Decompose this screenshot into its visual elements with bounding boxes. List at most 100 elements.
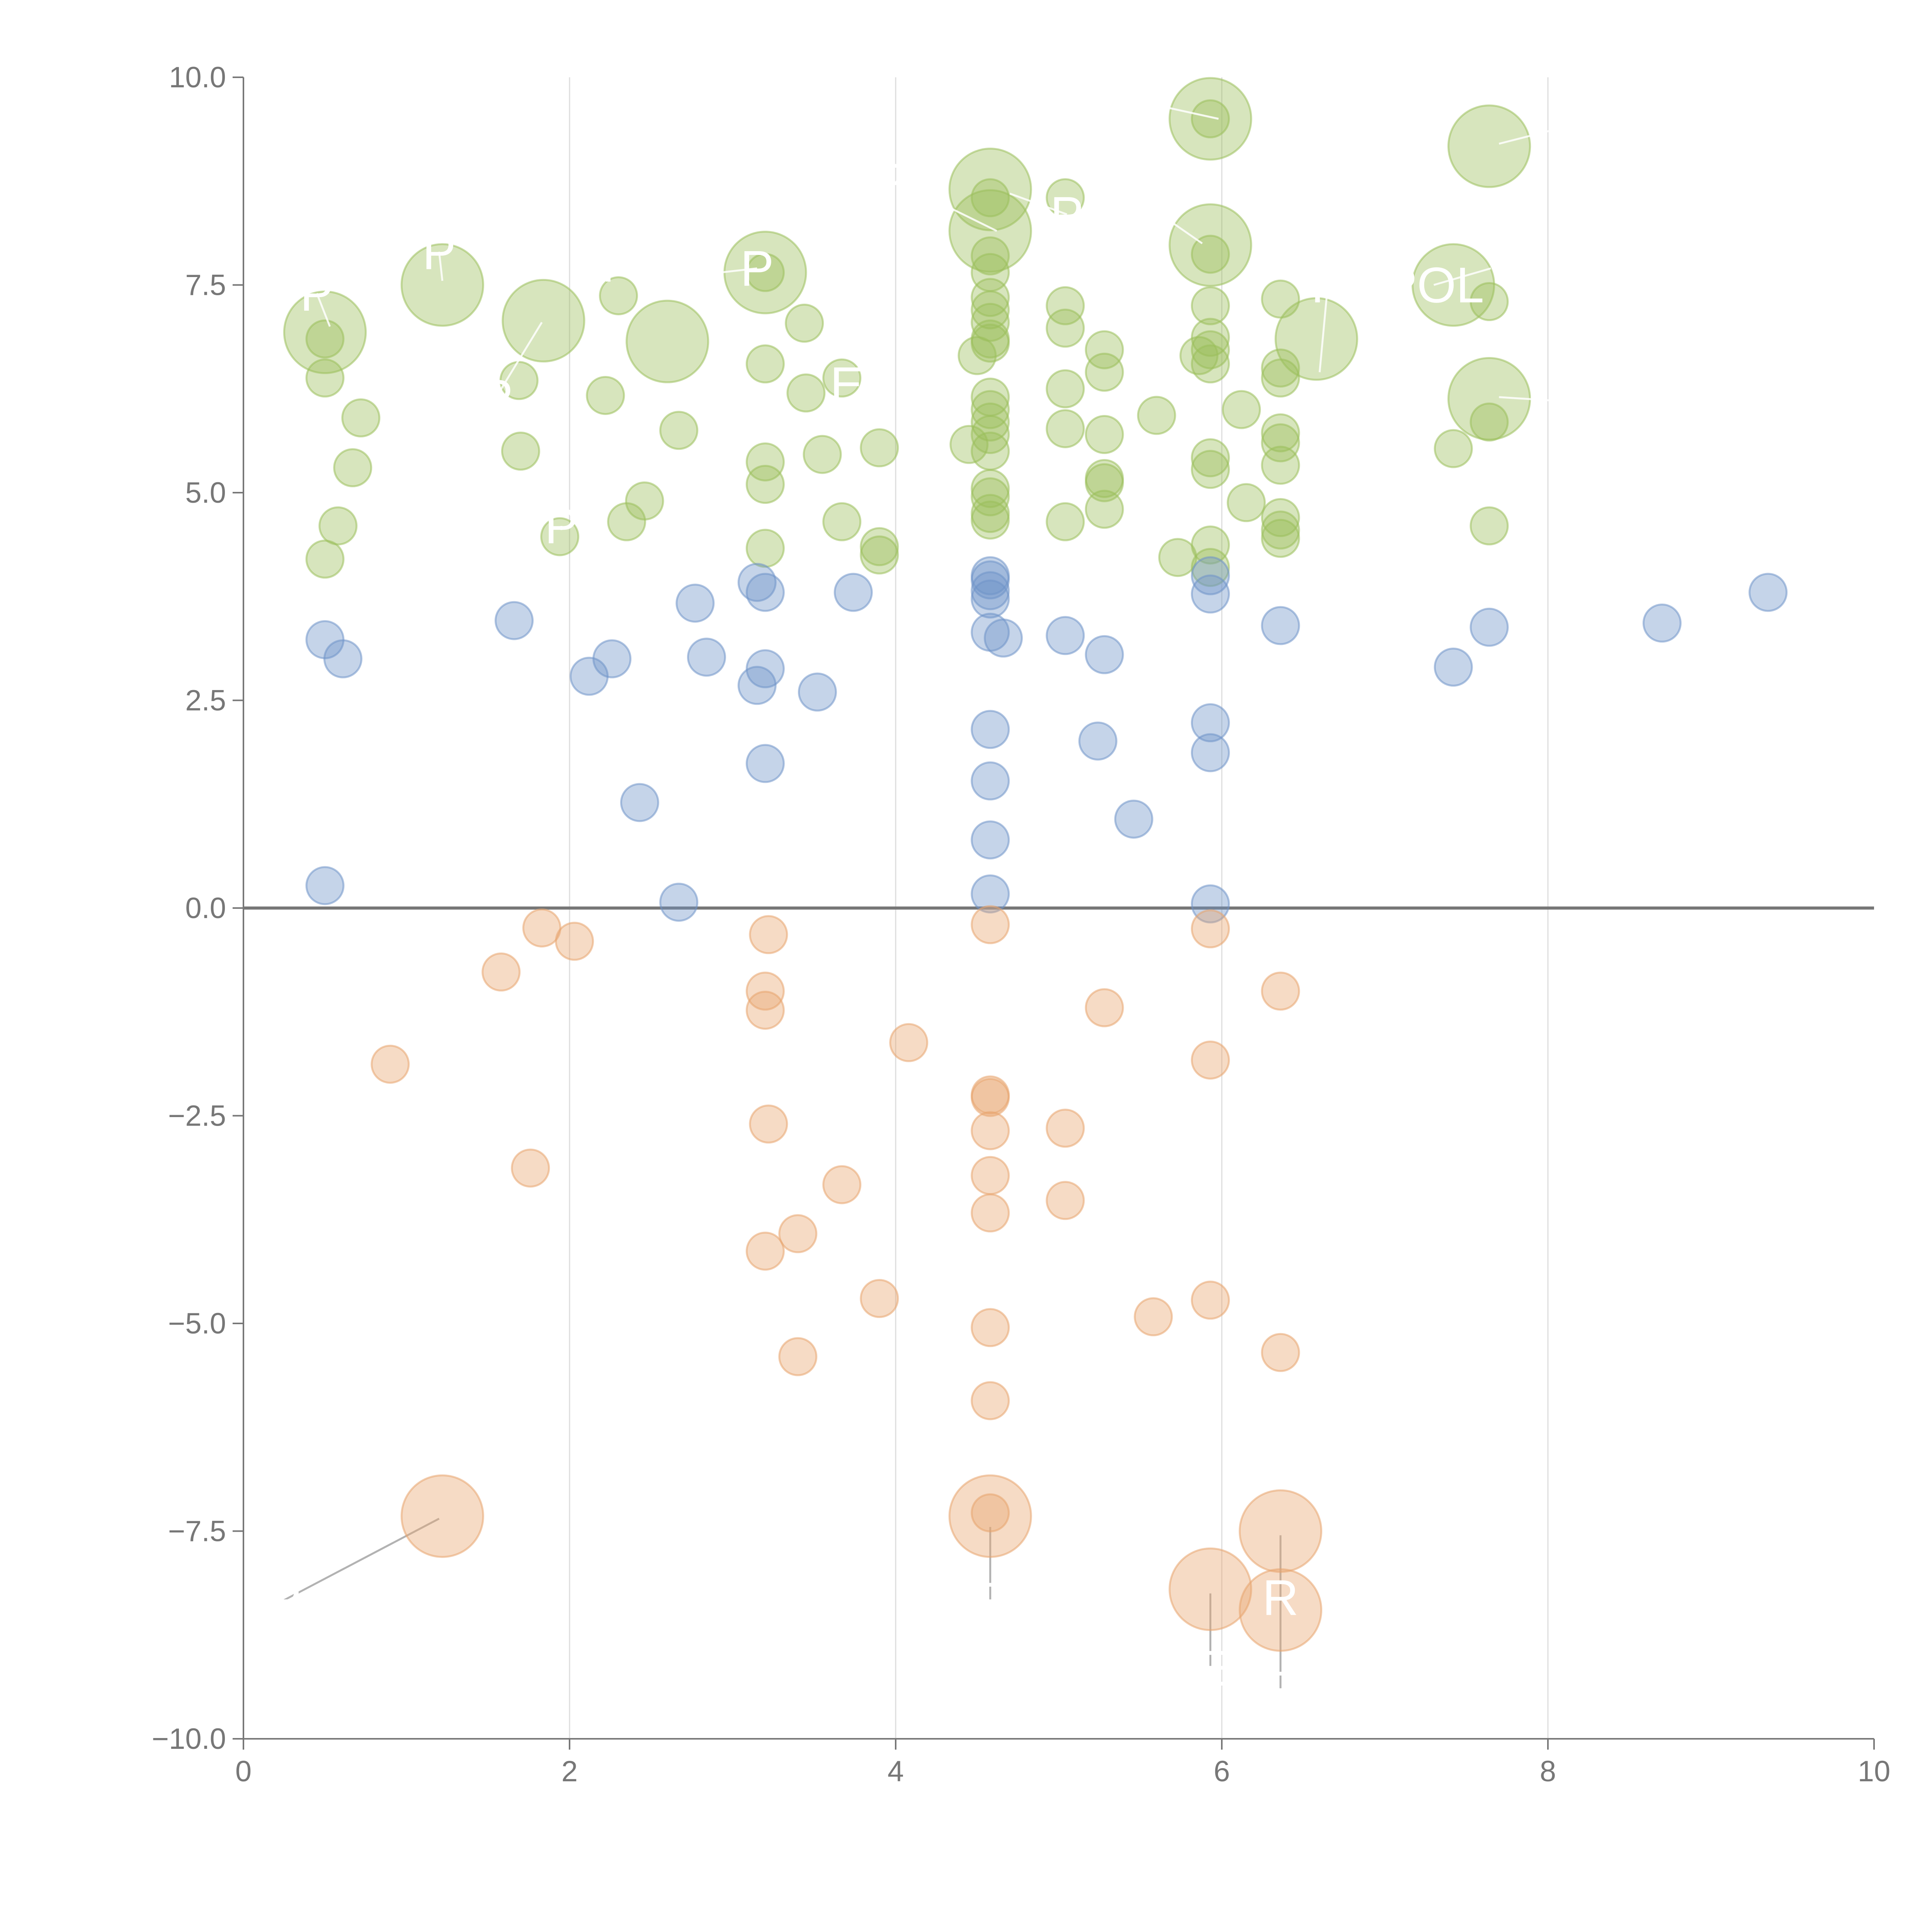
bubble-negative [971,1381,1010,1420]
bubble-high [1046,178,1085,218]
annotation-label: P [1107,70,1141,126]
annotation-label: P [602,236,635,293]
annotation-leaders-white [316,97,1565,530]
bubble-high [1190,438,1230,478]
bubble-high [1261,446,1300,485]
bubble-high [305,539,345,579]
bubble-high [1434,429,1473,468]
bubble-high [1190,525,1230,565]
annotation-label: P [545,498,578,554]
annotation-leader [1148,205,1203,245]
bubble-mid [687,638,726,677]
bubble-high [745,344,785,384]
bubble-high [599,276,638,315]
bubble-high [957,336,997,375]
bubble-high [659,411,699,450]
bubble-high [1274,297,1358,381]
bubble-high [1085,463,1124,502]
bubble-mid [592,639,632,679]
y-tick-label: 7.5 [185,269,226,302]
bubble-high [341,398,381,437]
bubble-negative [889,1023,929,1062]
bubble-high [1190,344,1230,384]
x-tick-label: 10 [1858,1755,1891,1788]
bubble-mid [833,573,873,612]
bubble-mid [659,883,699,922]
bubble-high [745,465,785,504]
bubble-mid [1046,616,1085,655]
bubble-high [1046,286,1085,325]
bubble-high [502,279,585,363]
bubble-high [499,361,539,400]
bubble-mid [1190,703,1230,743]
bubble-high [1046,409,1085,448]
bubble-high [949,425,989,464]
bubble-high [1261,423,1300,463]
bubble-negative [400,1474,484,1558]
bubble-high [822,502,862,541]
x-tick-label: 8 [1540,1755,1556,1788]
annotation-leader [1433,267,1491,286]
bubble-negative [860,1279,899,1318]
bubble-negative [1134,1297,1173,1337]
bubble-high [1469,282,1509,321]
bubble-negative [1190,909,1230,949]
bubble-high [1261,519,1300,558]
bubble-negative [371,1044,410,1084]
annotation-label: P [300,265,334,321]
annotation-label: R [972,1572,1009,1628]
bubble-mid [1114,799,1153,839]
bubble-mid [620,783,659,822]
bubble-mid [495,601,534,640]
bubble-high [1261,498,1300,537]
bubble-high [1168,77,1252,161]
bubble-high [400,243,484,327]
bubble-mid [971,820,1010,860]
annotation-leader [1009,192,1067,216]
bubble-negative [971,1111,1010,1150]
bubble-negative [745,990,785,1030]
annotation-leaders-grey [284,1518,1282,1689]
bubble-high [1085,352,1124,392]
bubble-high [1469,506,1509,546]
annotation-leader [438,252,444,281]
bubble-negative [1168,1547,1252,1631]
bubble-negative [481,952,521,992]
annotation-leader [1498,126,1565,145]
bubble-high [1190,235,1230,274]
bubble-mid [1078,721,1117,761]
bubble-high [1261,510,1300,550]
bubble-high [1222,390,1261,429]
annotation-label: P [1548,373,1581,430]
annotation-leader [895,180,997,232]
bubble-high [860,428,899,468]
bubble-high [1190,450,1230,489]
bubble-negative [971,905,1010,944]
bubble-high [586,376,625,415]
bubble-mid [745,744,785,783]
series-mid [305,556,1788,923]
bubble-mid [745,649,785,689]
bubble-negative [749,1104,788,1144]
annotation-leader [495,321,543,398]
y-tick-label: 0.0 [185,892,226,925]
bubble-high [1447,104,1531,188]
y-tick-label: −2.5 [168,1100,226,1133]
bubble-high [822,358,862,398]
bubble-negative [822,1165,862,1204]
bubble-high [305,319,345,359]
bubble-high [971,432,1010,471]
annotation-leader [284,1518,440,1601]
bubble-negative [749,915,788,954]
bubble-negative [778,1214,818,1253]
bubble-mid [971,571,1010,611]
annotation-leader [1499,396,1565,402]
bubble-high [333,448,372,487]
bubble-negative [745,1231,785,1271]
bubble-negative [778,1337,818,1376]
bubble-mid [971,579,1010,619]
bubble-high [786,373,826,413]
annotation-label: P [1548,99,1581,155]
bubble-negative [1238,1489,1323,1573]
